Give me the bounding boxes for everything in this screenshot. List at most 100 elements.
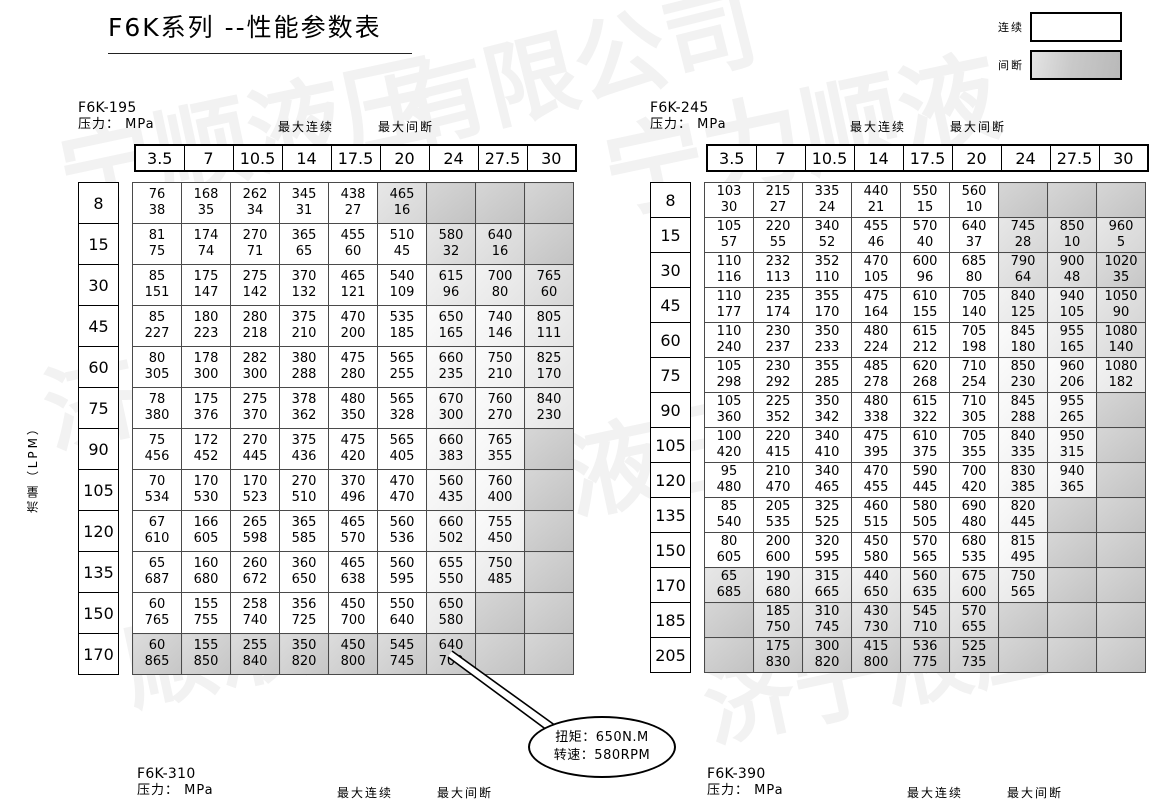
performance-cell: 258 740 xyxy=(230,592,280,634)
table-row: 170 65 685 190 680 315 665 440 650 560 635 675 600 75… xyxy=(650,567,1146,603)
flow-rate-label: 30 xyxy=(78,264,119,306)
table-row: 150 80 605 200 600 320 595 450 580 570 565 680 535 81… xyxy=(650,532,1146,568)
torque-value: 570 xyxy=(912,219,938,235)
torque-value: 620 xyxy=(912,359,938,375)
torque-value: 185 xyxy=(765,604,791,620)
performance-cell: 438 27 xyxy=(328,182,378,224)
torque-value: 1080 xyxy=(1104,359,1138,375)
table-row: 45 110 177 235 174 355 170 475 164 610 155 705 140 84… xyxy=(650,287,1146,323)
performance-cell: 175 376 xyxy=(181,387,231,429)
speed-value: 745 xyxy=(389,653,415,669)
speed-value: 111 xyxy=(536,325,562,341)
speed-value: 96 xyxy=(442,284,460,300)
torque-value: 230 xyxy=(765,359,791,375)
speed-value: 570 xyxy=(340,530,366,546)
performance-cell: 225 352 xyxy=(753,392,803,428)
row-gap xyxy=(119,552,133,593)
performance-cell: 160 680 xyxy=(181,551,231,593)
performance-cell: 85 151 xyxy=(132,264,182,306)
speed-value: 650 xyxy=(291,571,317,587)
performance-cell: 415 800 xyxy=(851,637,901,673)
torque-value: 85 xyxy=(148,310,166,326)
torque-value: 470 xyxy=(863,464,889,480)
speed-value: 96 xyxy=(916,269,934,285)
table-row: 105 70 534 170 530 170 523 270 510 370 496 470 470 56… xyxy=(78,469,574,511)
table-block-f6k-310: F6K-310 压力： MPa 最大连续 最大间断 xyxy=(137,766,491,800)
performance-cell: 805 111 xyxy=(524,305,574,347)
performance-cell: 180 223 xyxy=(181,305,231,347)
torque-value: 455 xyxy=(340,228,366,244)
zone-label-intermittent: 最大间断 xyxy=(437,786,494,800)
torque-value: 352 xyxy=(814,254,840,270)
speed-value: 565 xyxy=(912,549,938,565)
torque-value: 85 xyxy=(720,499,738,515)
flow-rate-label: 8 xyxy=(78,182,119,224)
performance-cell: 450 700 xyxy=(328,592,378,634)
torque-value: 640 xyxy=(961,219,987,235)
performance-cell: 565 328 xyxy=(377,387,427,429)
speed-value: 830 xyxy=(765,654,791,670)
torque-value: 355 xyxy=(814,289,840,305)
speed-value: 338 xyxy=(863,409,889,425)
speed-value: 820 xyxy=(814,654,840,670)
torque-value: 680 xyxy=(961,534,987,550)
torque-value: 168 xyxy=(193,187,219,203)
torque-value: 485 xyxy=(863,359,889,375)
speed-value: 151 xyxy=(144,284,170,300)
performance-cell: 475 280 xyxy=(328,346,378,388)
speed-value: 515 xyxy=(863,514,889,530)
performance-cell: 675 600 xyxy=(949,567,999,603)
performance-cell: 255 840 xyxy=(230,633,280,675)
speed-value: 710 xyxy=(912,619,938,635)
flow-rate-label: 90 xyxy=(78,428,119,470)
flow-rate-label: 60 xyxy=(650,322,691,358)
table-row: 8 103 30 215 27 335 24 440 21 550 15 560 10 xyxy=(650,182,1146,218)
table-row: 45 85 227 180 223 280 218 375 210 470 200 535 185 650… xyxy=(78,305,574,347)
performance-cell: 352 110 xyxy=(802,252,852,288)
performance-cell: 230 237 xyxy=(753,322,803,358)
legend-swatch-intermittent xyxy=(1030,50,1122,80)
speed-value: 383 xyxy=(438,448,464,464)
speed-value: 230 xyxy=(536,407,562,423)
speed-value: 52 xyxy=(818,234,836,250)
speed-value: 80 xyxy=(965,269,983,285)
speed-value: 505 xyxy=(912,514,938,530)
performance-cell: 345 31 xyxy=(279,182,329,224)
torque-value: 465 xyxy=(389,187,415,203)
performance-table: 8 76 38 168 35 262 34 345 31 438 27 465 16 15 81 75 174 7… xyxy=(78,182,574,675)
torque-value: 415 xyxy=(863,639,889,655)
torque-value: 105 xyxy=(716,219,742,235)
speed-value: 820 xyxy=(291,653,317,669)
performance-cell: 350 820 xyxy=(279,633,329,675)
row-gap xyxy=(691,358,705,393)
torque-value: 480 xyxy=(863,324,889,340)
torque-value: 270 xyxy=(242,433,268,449)
speed-value: 212 xyxy=(912,339,938,355)
speed-value: 445 xyxy=(912,479,938,495)
flow-rate-label: 120 xyxy=(78,510,119,552)
performance-cell: 470 470 xyxy=(377,469,427,511)
speed-value: 230 xyxy=(1010,374,1036,390)
performance-cell: 65 685 xyxy=(704,567,754,603)
torque-value: 438 xyxy=(340,187,366,203)
speed-value: 265 xyxy=(1059,409,1085,425)
row-gap xyxy=(119,183,133,224)
speed-value: 580 xyxy=(863,549,889,565)
speed-value: 165 xyxy=(1059,339,1085,355)
row-gap xyxy=(691,218,705,253)
performance-cell: 460 515 xyxy=(851,497,901,533)
row-gap xyxy=(691,393,705,428)
row-gap xyxy=(119,593,133,634)
torque-value: 255 xyxy=(242,638,268,654)
speed-value: 113 xyxy=(765,269,791,285)
performance-cell: 660 502 xyxy=(426,510,476,552)
torque-value: 1020 xyxy=(1104,254,1138,270)
performance-cell xyxy=(1096,497,1146,533)
pressure-header-cell: 17.5 xyxy=(902,144,953,172)
torque-value: 710 xyxy=(961,359,987,375)
pressure-header-cell: 20 xyxy=(379,144,430,172)
performance-cell xyxy=(1047,532,1097,568)
speed-value: 27 xyxy=(769,199,787,215)
torque-value: 535 xyxy=(389,310,415,326)
performance-cell: 820 445 xyxy=(998,497,1048,533)
